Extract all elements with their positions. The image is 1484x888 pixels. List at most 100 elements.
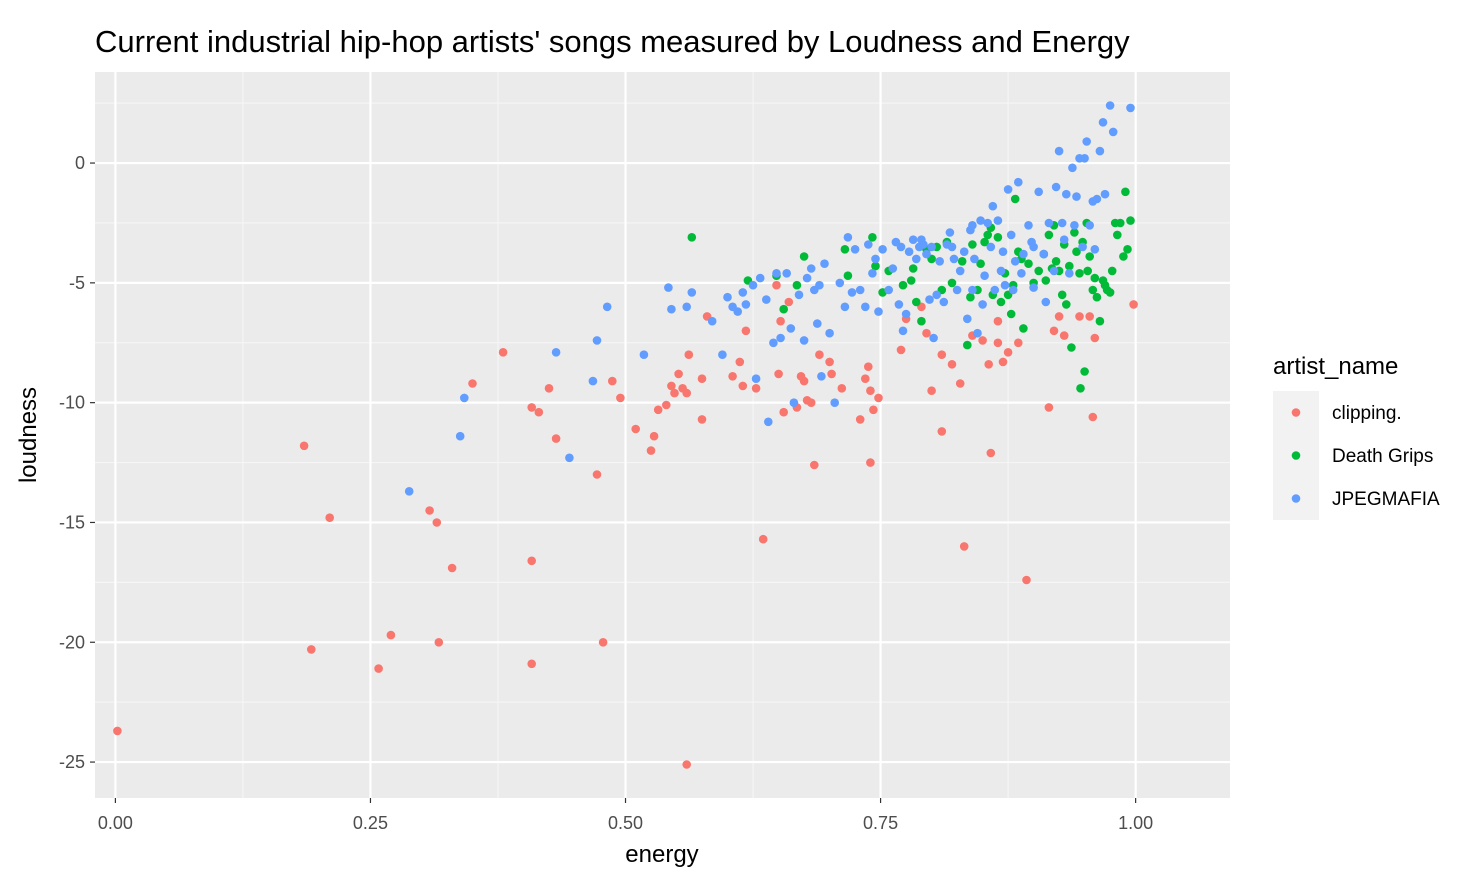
point-jpegmafia: [1044, 218, 1054, 228]
point-jpegmafia: [687, 288, 697, 297]
point-clipping: [1044, 403, 1054, 412]
point-jpegmafia: [1024, 221, 1033, 230]
x-tick-label: 0.25: [353, 813, 388, 833]
point-jpegmafia: [682, 302, 691, 312]
point-jpegmafia: [806, 264, 816, 273]
y-tick-label: 0: [75, 153, 85, 173]
point-clipping: [993, 316, 1003, 326]
point-jpegmafia: [1072, 192, 1081, 201]
point-jpegmafia: [1100, 189, 1110, 199]
point-clipping: [896, 345, 906, 355]
point-clipping: [425, 506, 434, 515]
point-jpegmafia: [983, 218, 992, 228]
point-death-grips: [1041, 276, 1051, 285]
point-clipping: [598, 638, 608, 647]
point-jpegmafia: [998, 247, 1008, 256]
point-jpegmafia: [404, 487, 414, 496]
point-death-grips: [993, 233, 1003, 242]
point-jpegmafia: [1080, 154, 1089, 163]
point-clipping: [534, 407, 544, 417]
point-death-grips: [779, 304, 788, 314]
point-clipping: [869, 405, 878, 415]
point-death-grips: [1067, 343, 1076, 352]
point-jpegmafia: [945, 228, 955, 237]
x-tick-label: 0.00: [98, 813, 133, 833]
point-jpegmafia: [762, 295, 771, 304]
point-death-grips: [1051, 257, 1061, 266]
point-jpegmafia: [955, 266, 965, 276]
x-axis-ticks: 0.00 0.25 0.50 0.75 1.00: [98, 798, 1153, 833]
point-jpegmafia: [1003, 185, 1013, 194]
point-death-grips: [1034, 266, 1043, 276]
chart-title: Current industrial hip-hop artists' song…: [95, 24, 1130, 59]
point-jpegmafia: [1078, 242, 1087, 252]
point-clipping: [1129, 300, 1138, 309]
point-death-grips: [1123, 245, 1132, 254]
point-jpegmafia: [1000, 280, 1010, 290]
legend-label-death-grips: Death Grips: [1332, 446, 1433, 467]
point-death-grips: [687, 233, 697, 242]
point-jpegmafia: [639, 350, 649, 360]
point-death-grips: [966, 292, 975, 302]
point-jpegmafia: [850, 245, 860, 254]
point-clipping: [498, 348, 508, 357]
point-jpegmafia: [968, 221, 977, 230]
point-clipping: [741, 326, 751, 336]
point-clipping: [947, 360, 957, 369]
point-death-grips: [1121, 187, 1130, 197]
point-jpegmafia: [925, 295, 934, 304]
point-clipping: [815, 350, 824, 360]
point-clipping: [772, 280, 781, 290]
point-death-grips: [1024, 259, 1033, 269]
point-death-grips: [868, 233, 877, 242]
point-jpegmafia: [718, 350, 727, 360]
point-jpegmafia: [1095, 146, 1105, 156]
point-jpegmafia: [990, 285, 1000, 295]
point-jpegmafia: [912, 254, 921, 264]
point-clipping: [986, 448, 996, 458]
point-clipping: [682, 760, 691, 769]
plot-panel: [95, 72, 1230, 798]
point-clipping: [1003, 348, 1013, 357]
point-death-grips: [976, 259, 985, 269]
point-clipping: [307, 645, 316, 654]
point-jpegmafia: [772, 269, 781, 278]
point-jpegmafia: [904, 247, 914, 256]
point-clipping: [855, 415, 865, 424]
point-death-grips: [917, 316, 926, 326]
point-jpegmafia: [1017, 269, 1026, 278]
point-jpegmafia: [1059, 235, 1069, 244]
point-death-grips: [799, 252, 809, 261]
point-jpegmafia: [1039, 249, 1049, 259]
point-clipping: [434, 638, 444, 647]
point-jpegmafia: [588, 376, 598, 386]
point-clipping: [682, 388, 691, 398]
legend-swatch-jpegmafia: [1291, 494, 1301, 503]
point-jpegmafia: [741, 300, 751, 309]
point-jpegmafia: [1098, 118, 1108, 127]
point-clipping: [866, 386, 875, 396]
point-clipping: [922, 328, 931, 338]
legend-swatch-death-grips: [1291, 451, 1301, 460]
point-clipping: [616, 393, 625, 403]
point-jpegmafia: [794, 290, 804, 300]
point-jpegmafia: [908, 235, 918, 244]
point-jpegmafia: [755, 273, 765, 283]
point-clipping: [325, 513, 335, 522]
point-jpegmafia: [864, 240, 873, 249]
point-death-grips: [1085, 252, 1094, 261]
point-jpegmafia: [861, 302, 870, 312]
point-jpegmafia: [1051, 182, 1061, 192]
point-clipping: [1059, 331, 1069, 340]
point-death-grips: [1080, 367, 1089, 376]
y-axis-ticks: 0 -5 -10 -15 -20 -25: [59, 153, 95, 772]
point-clipping: [649, 431, 659, 441]
point-jpegmafia: [1006, 230, 1016, 240]
x-axis-title: energy: [625, 841, 698, 868]
point-clipping: [1090, 333, 1100, 343]
point-jpegmafia: [1008, 285, 1018, 295]
point-jpegmafia: [874, 307, 883, 316]
point-clipping: [468, 379, 477, 388]
point-clipping: [1014, 338, 1023, 348]
